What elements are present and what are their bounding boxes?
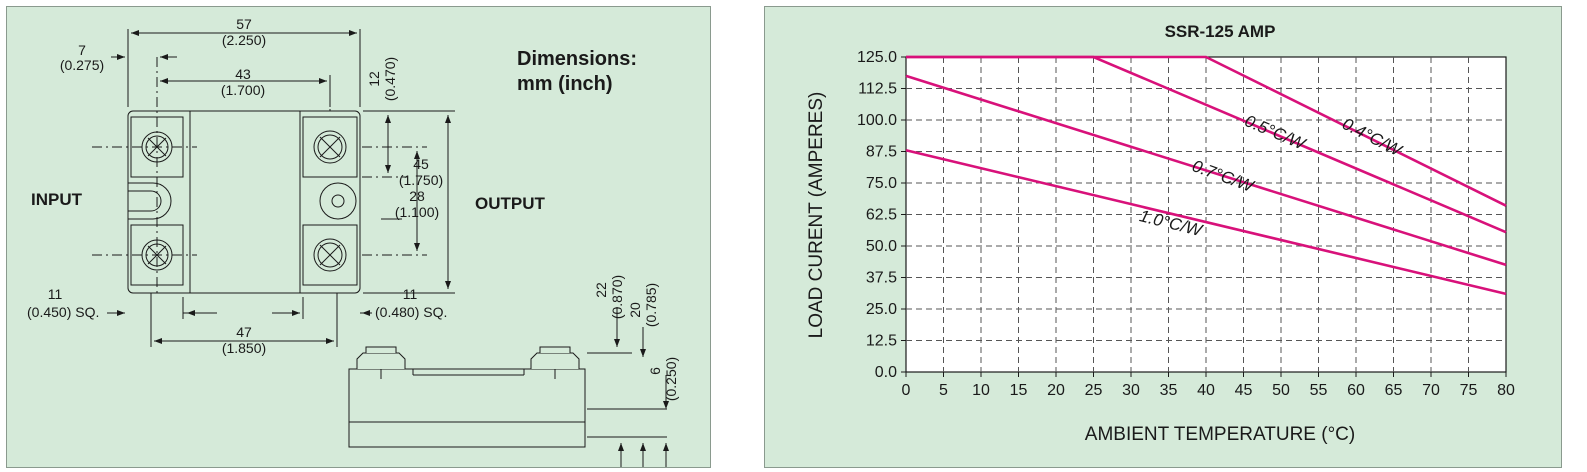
dim-11-right: 11 <box>403 286 418 302</box>
y-tick-label: 50.0 <box>866 238 897 255</box>
x-tick-label: 35 <box>1160 382 1178 399</box>
x-tick-label: 75 <box>1460 382 1478 399</box>
dim-7: 7 <box>78 42 86 58</box>
dim-6: 6 <box>647 367 663 375</box>
dim-45: 45 <box>413 156 429 172</box>
y-tick-label: 12.5 <box>866 333 897 350</box>
x-tick-label: 45 <box>1235 382 1253 399</box>
derating-chart-panel: SSR-125 AMP 0.4°C/W 0.5°C/W 0.7°C/W 1.0°C/W… <box>764 6 1562 468</box>
dim-43: 43 <box>235 66 251 82</box>
x-tick-label: 15 <box>1010 382 1028 399</box>
x-tick-label: 40 <box>1197 382 1215 399</box>
dim-22: 22 <box>593 282 609 298</box>
dim-20-inch: (0.785) <box>643 283 659 327</box>
dim-47-inch: (1.850) <box>222 340 266 356</box>
y-tick-label: 37.5 <box>866 270 897 287</box>
dim-47: 47 <box>236 324 252 340</box>
dim-11-left: 11 <box>48 286 63 302</box>
dim-22-inch: (0.870) <box>609 275 625 319</box>
dim-57: 57 <box>236 16 252 32</box>
y-tick-label: 62.5 <box>866 207 897 224</box>
y-tick-label: 100.0 <box>857 112 897 129</box>
dim-28: 28 <box>409 188 425 204</box>
y-tick-label: 25.0 <box>866 301 897 318</box>
derating-chart: SSR-125 AMP 0.4°C/W0.5°C/W0.7°C/W1.0°C/W… <box>806 22 1515 445</box>
dim-6-inch: (0.250) <box>663 357 679 401</box>
y-tick-label: 125.0 <box>857 49 897 66</box>
y-tick-label: 75.0 <box>866 175 897 192</box>
series-line <box>905 74 1507 267</box>
dimensions-panel: 57 (2.250) 7 (0.275) 43 (1.700) 12 (0.47… <box>6 6 711 468</box>
y-tick-label: 87.5 <box>866 144 897 161</box>
dim-57-inch: (2.250) <box>222 32 266 48</box>
y-tick-label: 112.5 <box>858 81 897 98</box>
x-axis-label: AMBIENT TEMPERATURE (°C) <box>1085 424 1355 445</box>
dimensions-units: mm (inch) <box>517 73 613 95</box>
dim-12: 12 <box>366 71 382 87</box>
dim-20: 20 <box>627 302 643 318</box>
x-tick-label: 20 <box>1047 382 1065 399</box>
mounting-slot <box>128 182 172 220</box>
dim-11-left-inch: (0.450) SQ. <box>27 304 99 320</box>
dim-43-inch: (1.700) <box>221 82 265 98</box>
x-tick-label: 25 <box>1085 382 1103 399</box>
dim-28-inch: (1.100) <box>395 204 439 220</box>
mounting-hole <box>319 182 357 220</box>
chart-title: SSR-125 AMP <box>1165 22 1276 41</box>
x-tick-label: 50 <box>1272 382 1290 399</box>
ssr-top-view-body <box>127 110 361 294</box>
input-label: INPUT <box>31 190 83 209</box>
dimensions-heading: Dimensions: <box>517 48 637 70</box>
x-tick-label: 70 <box>1422 382 1440 399</box>
x-tick-label: 60 <box>1347 382 1365 399</box>
y-axis-label: LOAD CURENT (AMPERES) <box>806 92 827 339</box>
dim-12-inch: (0.470) <box>382 57 398 101</box>
screw-icon <box>313 238 347 272</box>
x-tick-label: 10 <box>972 382 990 399</box>
output-label: OUTPUT <box>475 194 546 213</box>
x-tick-label: 80 <box>1497 382 1515 399</box>
ssr-side-view-body <box>348 368 586 448</box>
x-tick-label: 0 <box>902 382 911 399</box>
screw-icon <box>313 130 347 164</box>
dim-7-inch: (0.275) <box>60 57 104 73</box>
y-tick-label: 0.0 <box>875 364 897 381</box>
series-line <box>906 55 1507 234</box>
x-tick-label: 30 <box>1122 382 1140 399</box>
series-line <box>905 148 1507 296</box>
dim-45-inch: (1.750) <box>399 172 443 188</box>
dimension-drawing: 57 (2.250) 7 (0.275) 43 (1.700) 12 (0.47… <box>27 16 679 467</box>
x-tick-label: 65 <box>1385 382 1403 399</box>
x-tick-label: 5 <box>939 382 948 399</box>
x-tick-label: 55 <box>1310 382 1328 399</box>
dim-11-right-inch: (0.480) SQ. <box>375 304 447 320</box>
